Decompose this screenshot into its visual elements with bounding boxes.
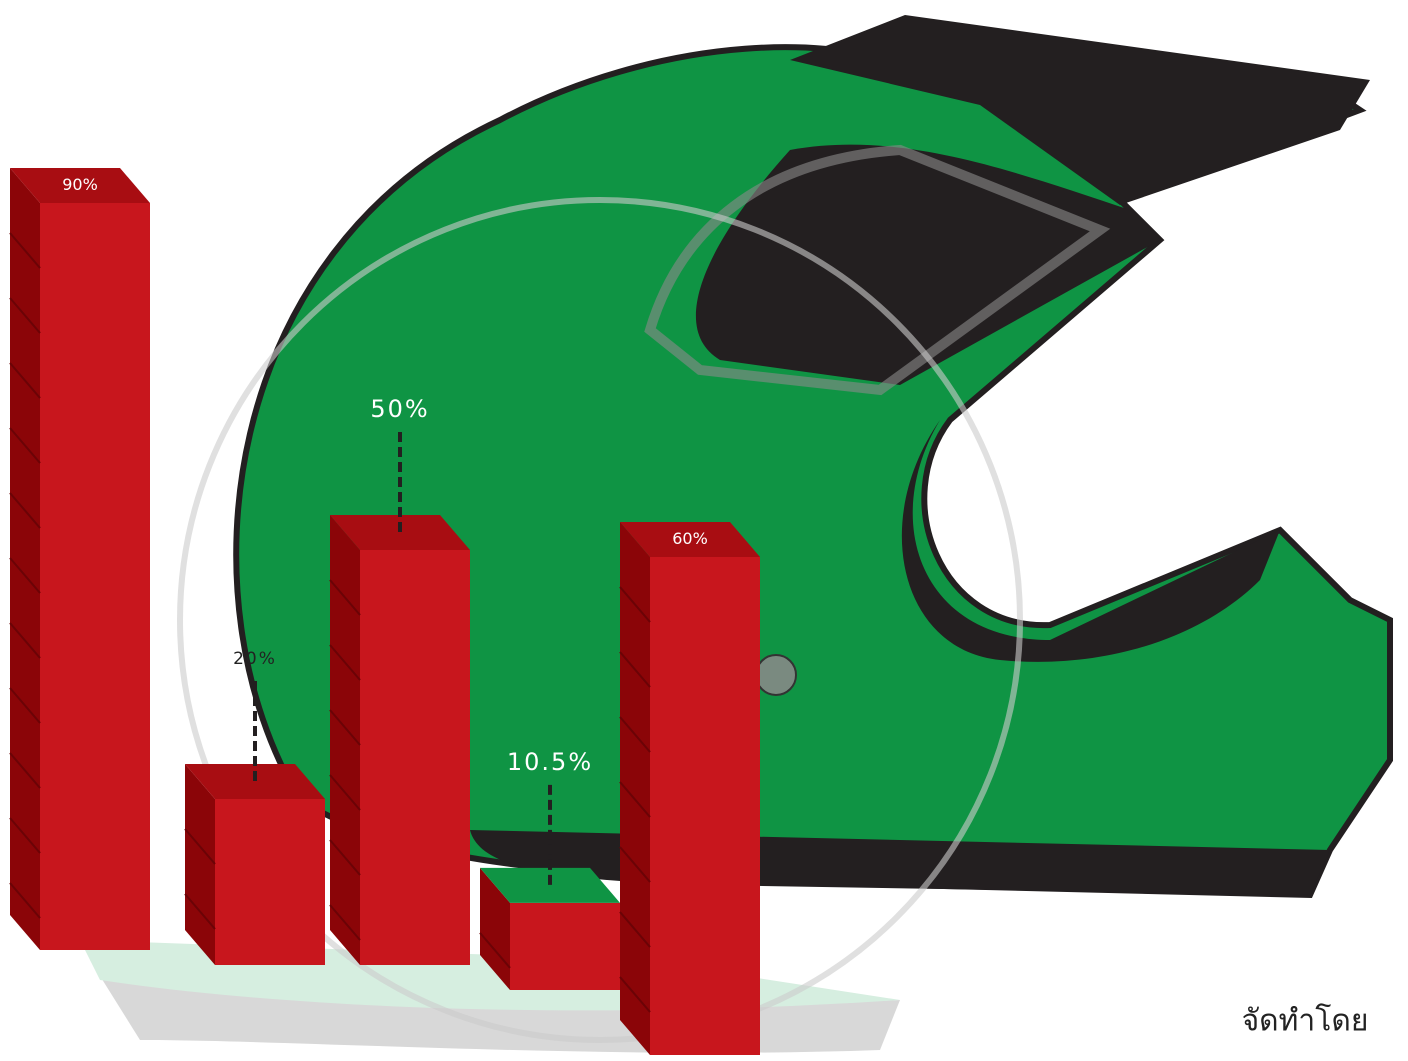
helmet-jaw-trim [901,420,1280,662]
bar-seam [479,932,511,969]
bar [360,550,470,965]
bar-side [330,515,360,965]
bar-seam [329,839,361,876]
ghost-outline [177,197,1023,1043]
bar-seam [9,882,41,919]
bar [650,557,760,1055]
bar-seam [619,651,651,688]
bar-top [330,515,470,550]
helmet-illustration [80,15,1393,1053]
bar-seam [619,911,651,948]
data-label: 50% [370,395,429,423]
data-label: 20% [233,649,277,669]
bar [215,799,325,965]
bar-seam [9,297,41,334]
bar-seam [9,362,41,399]
bar-seam [329,904,361,941]
bar-seam [9,557,41,594]
helmet-visor [790,15,1370,205]
bar-top [620,522,760,557]
bar-seam [619,716,651,753]
bar-seam [9,622,41,659]
data-label: 60% [672,529,708,548]
bar-seam [619,846,651,883]
bar-seam [329,774,361,811]
helmet-stripe [644,144,1111,396]
bar-seam [619,781,651,818]
bar-seam [329,579,361,616]
data-label: 10.5% [507,748,593,776]
bar-seam [184,893,216,930]
bar-seam [184,828,216,865]
bar-seam [9,817,41,854]
bar-seam [9,232,41,269]
bar-seam [9,492,41,529]
data-label: 90% [62,175,98,194]
bar-seam [9,752,41,789]
bar-top [480,867,620,903]
bar-seam [329,709,361,746]
bar-top [185,764,325,799]
bar-side [185,764,215,965]
bar-top [10,168,150,203]
bar-seam [619,976,651,1013]
bar-seam [9,427,41,464]
bar [40,203,150,950]
bar-seam [329,644,361,681]
helmet-bolt [755,654,797,696]
bar-side [10,168,40,950]
bar-seam [9,687,41,724]
bar-seam [619,586,651,623]
bar [510,902,620,990]
annotation: จัดทำโดย [1242,1003,1369,1039]
